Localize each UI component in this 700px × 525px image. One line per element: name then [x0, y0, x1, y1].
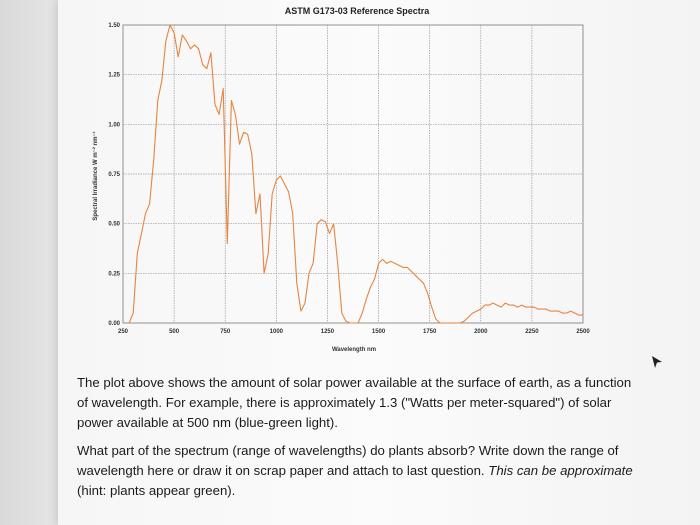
x-tick-label: 1250 [321, 329, 335, 335]
question-paragraph-2-italic: This can be approximate [488, 463, 633, 478]
y-tick-label: 0.25 [108, 271, 120, 277]
y-axis-label: Spectral Irradiance W m⁻² nm⁻¹ [92, 131, 99, 220]
y-tick-label: 1.25 [108, 73, 120, 79]
x-tick-label: 2500 [576, 329, 590, 335]
x-tick-label: 2000 [474, 329, 488, 335]
y-tick-label: 1.50 [108, 23, 120, 29]
chart-ticks: 250 500 750 1000 1250 1500 1750 2000 2250 2500 0.0… [108, 23, 590, 335]
y-tick-label: 1.00 [108, 122, 120, 128]
chart-grid [122, 24, 584, 324]
y-tick-label: 0.50 [108, 222, 120, 228]
x-axis-label: Wavelength nm [332, 347, 376, 353]
x-tick-label: 1000 [270, 329, 284, 335]
question-text: The plot above shows the amount of solar… [77, 373, 637, 509]
x-tick-label: 500 [169, 329, 180, 335]
chart-title: ASTM G173-03 Reference Spectra [285, 6, 431, 16]
background-left-edge [0, 0, 58, 525]
question-paragraph-1: The plot above shows the amount of solar… [77, 375, 632, 430]
question-paragraph-2-tail: (hint: plants appear green). [77, 483, 236, 498]
question-paragraph-2: What part of the spectrum (range of wave… [77, 441, 637, 501]
question-paragraph-2-main: What part of the spectrum (range of wave… [77, 443, 619, 478]
x-tick-label: 2250 [525, 329, 539, 335]
x-tick-label: 750 [220, 329, 231, 335]
x-tick-label: 1750 [423, 329, 437, 335]
x-tick-label: 250 [118, 329, 129, 335]
x-tick-label: 1500 [372, 329, 386, 335]
spectrum-series-line [128, 24, 583, 324]
spectrum-chart: 250 500 750 1000 1250 1500 1750 2000 2250 2500 0.0… [92, 6, 590, 353]
y-tick-label: 0.75 [108, 172, 120, 178]
y-tick-label: 0.00 [108, 321, 120, 327]
chart-series [128, 24, 583, 324]
